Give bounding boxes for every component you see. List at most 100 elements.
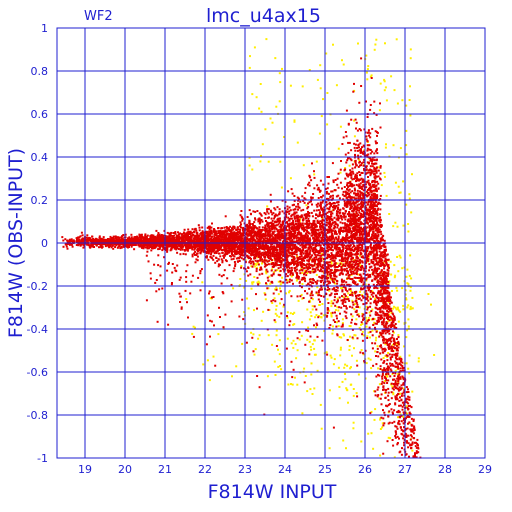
data-point — [264, 262, 267, 265]
data-point — [319, 211, 321, 214]
data-point — [271, 259, 273, 262]
data-point — [321, 303, 324, 305]
data-point — [367, 306, 369, 309]
data-point — [367, 319, 370, 321]
data-point — [306, 390, 309, 393]
data-point — [324, 261, 327, 264]
data-point — [290, 383, 292, 385]
data-point — [322, 244, 325, 246]
data-point — [406, 268, 409, 271]
data-point — [348, 348, 351, 351]
data-point — [250, 265, 253, 268]
data-point — [407, 367, 410, 370]
data-point — [355, 295, 357, 297]
data-point — [313, 223, 316, 226]
data-point — [274, 220, 276, 223]
data-point — [270, 245, 272, 248]
data-point — [271, 343, 274, 346]
data-point — [361, 146, 363, 149]
data-point — [346, 389, 349, 392]
data-point — [369, 296, 372, 299]
data-point — [334, 231, 337, 234]
data-point — [275, 304, 278, 307]
data-point — [281, 67, 283, 70]
data-point — [117, 245, 120, 248]
data-point — [264, 234, 267, 237]
data-point — [335, 223, 338, 226]
data-point — [320, 224, 323, 227]
data-point — [330, 356, 333, 359]
data-point — [247, 233, 250, 236]
data-point — [364, 245, 367, 248]
data-point — [241, 229, 244, 232]
data-point — [296, 141, 299, 144]
data-point — [242, 231, 245, 234]
data-point — [290, 217, 293, 220]
data-point — [298, 269, 301, 272]
data-point — [409, 286, 412, 289]
data-point — [342, 296, 345, 299]
data-point — [305, 254, 308, 257]
data-point — [373, 390, 376, 393]
data-point — [250, 287, 253, 290]
data-point — [291, 258, 293, 261]
data-point — [306, 263, 309, 266]
data-point — [285, 278, 288, 281]
data-point — [399, 256, 402, 259]
data-point — [281, 199, 284, 202]
data-point — [219, 255, 222, 258]
data-point — [274, 238, 277, 241]
data-point — [411, 296, 414, 299]
data-point — [146, 234, 149, 237]
data-point — [266, 260, 269, 263]
data-point — [335, 289, 338, 291]
data-point — [336, 269, 339, 272]
data-point — [312, 282, 315, 285]
data-point — [377, 182, 380, 185]
data-point — [357, 214, 360, 216]
data-point — [288, 289, 291, 292]
data-point — [292, 219, 295, 222]
data-point — [329, 239, 332, 242]
data-point — [365, 279, 368, 282]
data-point — [371, 238, 374, 241]
data-point — [393, 456, 396, 459]
data-point — [363, 219, 366, 222]
data-point — [397, 320, 400, 323]
data-point — [327, 263, 330, 266]
data-point — [307, 227, 310, 230]
data-point — [205, 236, 208, 239]
data-point — [294, 229, 296, 232]
data-point — [213, 247, 216, 250]
data-point — [319, 202, 322, 205]
data-point — [347, 225, 350, 228]
data-point — [310, 362, 313, 365]
data-point — [119, 247, 122, 250]
data-point — [358, 159, 361, 162]
data-point — [385, 194, 388, 197]
data-point — [271, 228, 274, 231]
data-point — [328, 228, 331, 231]
data-point — [330, 312, 332, 315]
data-point — [212, 355, 215, 358]
data-point — [321, 201, 324, 204]
data-point — [361, 181, 364, 183]
data-point — [342, 136, 345, 139]
data-point — [206, 233, 209, 236]
data-point — [331, 212, 334, 215]
data-point — [408, 99, 411, 101]
data-point — [371, 165, 374, 168]
data-point — [356, 189, 359, 192]
data-point — [315, 236, 318, 239]
data-point — [322, 183, 325, 186]
data-point — [130, 236, 133, 239]
data-point — [337, 366, 340, 369]
data-point — [328, 236, 331, 239]
data-point — [335, 245, 338, 248]
data-point — [136, 237, 139, 239]
data-point — [260, 214, 263, 217]
data-point — [288, 263, 291, 266]
data-point — [197, 224, 200, 227]
data-point — [308, 284, 311, 287]
data-point — [232, 250, 235, 253]
